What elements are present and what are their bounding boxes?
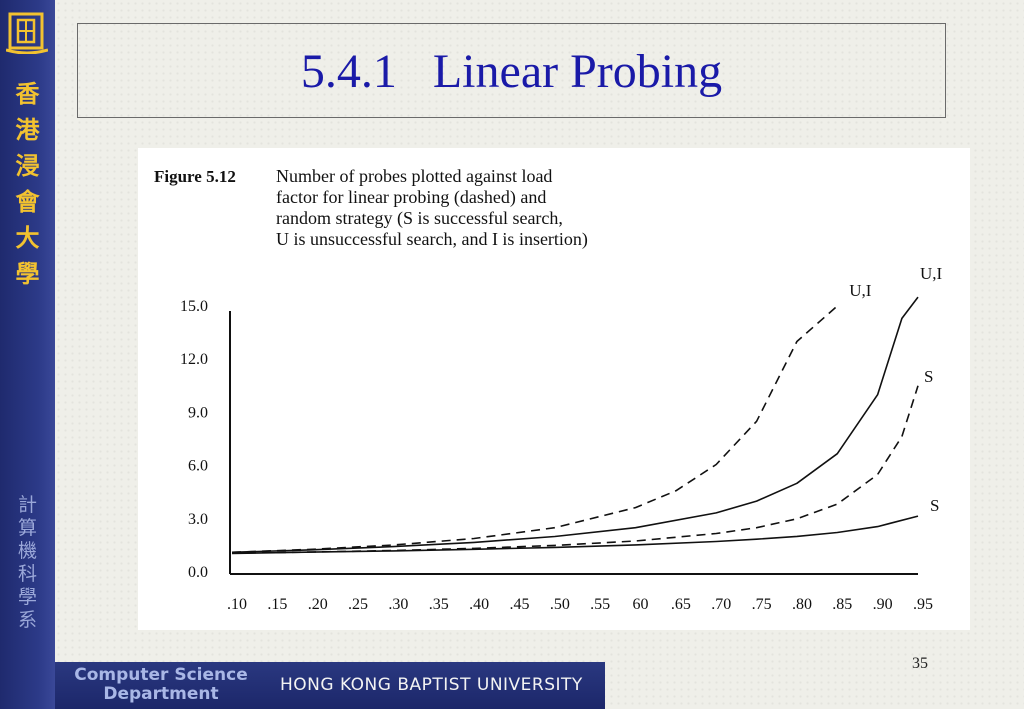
x-tick-label: 60 <box>633 596 649 613</box>
university-char: 浸 <box>15 152 40 180</box>
department-char: 算 <box>17 517 37 539</box>
x-tick-label: .20 <box>308 596 328 613</box>
x-tick-label: .95 <box>913 596 933 613</box>
x-tick-label: .80 <box>792 596 812 613</box>
department-name-line: Department <box>103 684 219 704</box>
x-tick-label: .45 <box>509 596 529 613</box>
department-char: 機 <box>17 540 37 562</box>
department-name: Computer Science Department <box>68 666 254 704</box>
x-tick-label: .55 <box>590 596 610 613</box>
x-tick-label: .65 <box>671 596 691 613</box>
x-tick-label: .25 <box>348 596 368 613</box>
x-tick-label: .40 <box>469 596 489 613</box>
series-line-solid-1 <box>231 296 919 554</box>
figure-panel: Figure 5.12 Number of probes plotted agai… <box>138 148 970 630</box>
y-tick-label: 12.0 <box>180 351 208 368</box>
y-tick-label: 9.0 <box>188 404 208 421</box>
department-char: 科 <box>17 563 37 585</box>
probe-chart: Figure 5.12 Number of probes plotted agai… <box>154 166 943 613</box>
figure-caption-line: random strategy (S is successful search, <box>276 208 563 229</box>
figure-caption-line: U is unsuccessful search, and I is inser… <box>276 229 588 250</box>
x-tick-label: .75 <box>752 596 772 613</box>
x-tick-label: .90 <box>873 596 893 613</box>
left-sidebar <box>0 0 55 709</box>
university-char: 香 <box>15 80 40 108</box>
footer-bar <box>55 662 605 709</box>
series-label: S <box>930 496 939 515</box>
x-tick-label: .50 <box>550 596 570 613</box>
figure-label: Figure 5.12 <box>154 167 236 186</box>
department-char: 計 <box>17 494 37 516</box>
series-label: U,I <box>920 264 943 283</box>
page-number: 35 <box>912 655 928 672</box>
x-tick-label: .85 <box>832 596 852 613</box>
y-tick-label: 15.0 <box>180 298 208 315</box>
x-tick-label: .15 <box>267 596 287 613</box>
university-char: 大 <box>15 224 40 252</box>
figure-caption-line: factor for linear probing (dashed) and <box>276 187 546 208</box>
department-char: 系 <box>17 609 37 631</box>
hkbu-logo-icon <box>6 12 48 54</box>
series-label: U,I <box>849 281 872 300</box>
department-name-line: Computer Science <box>74 665 248 685</box>
y-tick-label: 0.0 <box>188 564 208 581</box>
department-char: 學 <box>17 586 37 608</box>
x-tick-label: .30 <box>388 596 408 613</box>
figure-caption-line: Number of probes plotted against load <box>276 166 552 186</box>
university-name: HONG KONG BAPTIST UNIVERSITY <box>280 675 583 695</box>
university-char: 港 <box>15 116 40 144</box>
series-line-solid-3 <box>231 515 919 555</box>
title-frame <box>77 23 946 118</box>
series-line-dashed-2 <box>231 385 919 554</box>
university-char: 會 <box>15 188 40 216</box>
department-vertical-name: 計 算 機 科 學 系 <box>0 494 55 632</box>
slide-title: 5.4.1 Linear Probing <box>300 45 723 98</box>
university-vertical-name: 香 港 浸 會 大 學 <box>0 76 55 292</box>
y-tick-label: 6.0 <box>188 458 208 475</box>
series-label: S <box>924 367 933 386</box>
y-tick-label: 3.0 <box>188 511 208 528</box>
x-tick-label: .10 <box>227 596 247 613</box>
x-tick-label: .70 <box>711 596 731 613</box>
series-line-dashed-0 <box>231 305 838 554</box>
university-char: 學 <box>15 260 40 288</box>
x-tick-label: .35 <box>429 596 449 613</box>
